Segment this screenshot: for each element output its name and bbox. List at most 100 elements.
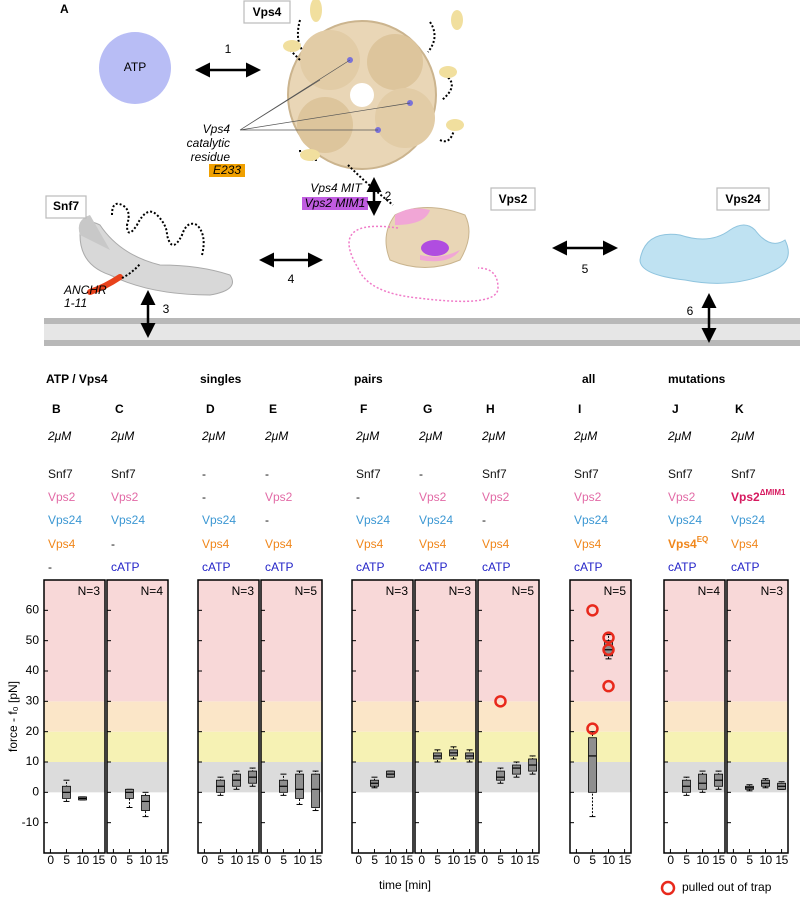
x-tick-label: 5: [63, 853, 70, 867]
label-box: [490, 187, 536, 211]
x-tick-label: 5: [589, 853, 596, 867]
x-tick-label: 15: [92, 853, 105, 867]
component: Vps4: [356, 537, 384, 551]
component-name: -: [111, 537, 115, 551]
component-name: Vps4: [265, 537, 293, 551]
mim-box: [302, 197, 368, 210]
x-tick-label: 0: [264, 853, 271, 867]
component: Vps4: [48, 537, 76, 551]
band: [570, 762, 631, 793]
panel-letter: K: [735, 402, 744, 416]
component-name: Vps2: [48, 490, 76, 504]
band: [107, 580, 168, 702]
outlier: [602, 631, 615, 644]
x-tick-label: 10: [139, 853, 152, 867]
legend-label: pulled out of trap: [682, 880, 772, 894]
component-name: Vps4: [48, 537, 76, 551]
box: [496, 770, 505, 781]
component: -: [265, 513, 269, 527]
component: Vps24: [111, 513, 145, 527]
group-title: all: [582, 372, 595, 386]
legend-swatch: [660, 880, 676, 896]
arrow-number: 2: [385, 189, 392, 203]
component: -: [482, 513, 486, 527]
x-tick-label: 0: [667, 853, 674, 867]
x-tick-label: 10: [76, 853, 89, 867]
x-tick-label: 15: [526, 853, 539, 867]
component: -: [265, 467, 269, 481]
component: Vps2: [668, 490, 696, 504]
component-name: -: [356, 490, 360, 504]
annotation: N=3: [232, 584, 255, 598]
component: Vps24: [574, 513, 608, 527]
component-name: Vps24: [731, 513, 765, 527]
annotation: N=5: [604, 584, 627, 598]
x-tick-label: 10: [602, 853, 615, 867]
annotation: N=4: [141, 584, 164, 598]
plot-frame: [663, 579, 726, 854]
box: [698, 773, 707, 790]
charts: ATP / Vps4 singles pairs all mutations B 2μM Sn…: [6, 372, 789, 867]
component-name: -: [48, 560, 52, 574]
component-name: Vps4: [419, 537, 447, 551]
component: Snf7: [731, 467, 756, 481]
outlier: [586, 604, 599, 617]
x-tick-label: 15: [775, 853, 788, 867]
x-tick-label: 5: [126, 853, 133, 867]
x-tick-label: 10: [510, 853, 523, 867]
x-tick-label: 0: [481, 853, 488, 867]
component-name: Vps2: [482, 490, 510, 504]
component-name: Vps2: [574, 490, 602, 504]
component-name: cATP: [668, 560, 696, 574]
label-box: [45, 195, 87, 219]
component-name: Vps24: [419, 513, 453, 527]
panel-letter: H: [486, 402, 495, 416]
component: -: [356, 490, 360, 504]
x-tick-label: 10: [759, 853, 772, 867]
component-name: Vps4: [668, 537, 697, 551]
component-name: Snf7: [731, 467, 756, 481]
component-name: Vps24: [356, 513, 390, 527]
component: Snf7: [48, 467, 73, 481]
annotation: N=5: [512, 584, 535, 598]
component-name: cATP: [356, 560, 384, 574]
component-name: Vps4: [356, 537, 384, 551]
protein-label: Snf7: [53, 199, 79, 213]
x-tick-label: 10: [696, 853, 709, 867]
panel-letter: A: [60, 2, 69, 16]
component-name: Vps24: [202, 513, 236, 527]
annotation: N=3: [449, 584, 472, 598]
x-tick-label: 5: [497, 853, 504, 867]
x-tick-label: 10: [447, 853, 460, 867]
component-name: Snf7: [482, 467, 507, 481]
component: Vps4: [419, 537, 447, 551]
component: Vps4: [574, 537, 602, 551]
component-name: Vps4: [202, 537, 230, 551]
band: [570, 701, 631, 732]
component: Vps4: [202, 537, 230, 551]
panel-letter: B: [52, 402, 61, 416]
outlier: [602, 643, 615, 657]
component-name: Vps2: [668, 490, 696, 504]
component: Vps24: [48, 513, 82, 527]
x-tick-label: 5: [683, 853, 690, 867]
component: Vps2: [48, 490, 76, 504]
component: Snf7: [111, 467, 136, 481]
outlier: [494, 695, 507, 708]
x-tick-label: 15: [155, 853, 168, 867]
x-tick-label: 15: [618, 853, 631, 867]
component: cATP: [668, 560, 696, 574]
residue-box: [209, 164, 245, 177]
component: -: [48, 560, 52, 574]
component-name: Snf7: [111, 467, 136, 481]
note: residue: [191, 150, 231, 164]
y-tick-label: -10: [22, 815, 40, 829]
y-tick-label: 10: [26, 754, 40, 768]
band: [570, 731, 631, 762]
component: Vps24: [202, 513, 236, 527]
concentration: 2μM: [110, 429, 134, 443]
outlier: [586, 722, 599, 735]
concentration: 2μM: [264, 429, 288, 443]
panel-letter: I: [578, 402, 581, 416]
